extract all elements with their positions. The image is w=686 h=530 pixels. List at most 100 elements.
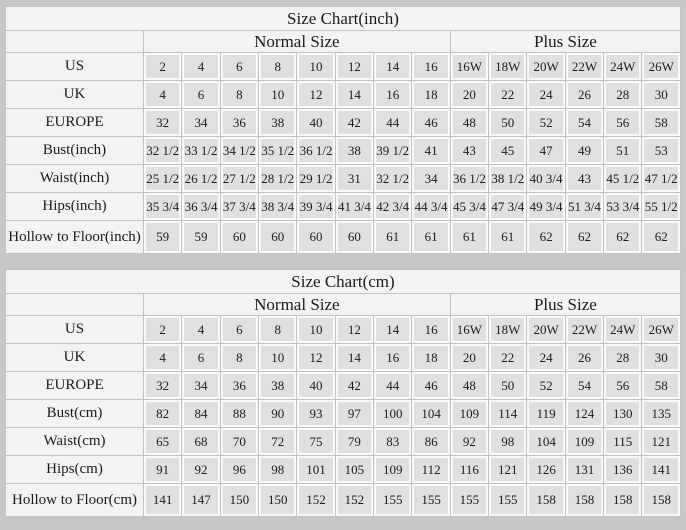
size-cell: 152 [296, 483, 336, 517]
table-row: US 2 4 6 8 10 12 14 16 16W 18W 20W 22W 24W 26W [5, 315, 681, 344]
size-cell: 29 1/2 [296, 164, 336, 193]
size-cell: 26W [641, 52, 681, 81]
size-cell: 91 [142, 455, 183, 484]
size-cell: 28 [603, 343, 643, 372]
size-cell: 8 [219, 343, 260, 372]
table-row: Bust(inch) 32 1/2 33 1/2 34 1/2 35 1/2 36 1/2… [5, 136, 681, 165]
size-cell: 56 [603, 108, 643, 137]
size-cell: 8 [219, 80, 260, 109]
size-cell: 46 [411, 108, 451, 137]
size-cell: 48 [449, 371, 490, 400]
group-header-normal-size: Normal Size [143, 293, 451, 316]
size-cell: 92 [181, 455, 221, 484]
size-cell: 53 3/4 [603, 192, 643, 221]
size-cell: 8 [258, 315, 298, 344]
size-cell: 24 [526, 343, 566, 372]
size-cell: 58 [641, 371, 681, 400]
size-cell: 60 [296, 220, 336, 254]
size-cell: 109 [449, 399, 490, 428]
row-label: EUROPE [5, 108, 144, 137]
size-cell: 31 [334, 164, 375, 193]
size-cell: 62 [641, 220, 681, 254]
size-cell: 131 [564, 455, 605, 484]
table-row: Bust(cm) 82 84 88 90 93 97 100 104 109 114 119 124 13… [5, 399, 681, 428]
size-cell: 59 [142, 220, 183, 254]
size-cell: 10 [296, 52, 336, 81]
size-cell: 83 [373, 427, 413, 456]
size-cell: 6 [219, 315, 260, 344]
size-cell: 36 3/4 [181, 192, 221, 221]
row-label: UK [5, 80, 144, 109]
table-row: UK 4 6 8 10 12 14 16 18 20 22 24 26 28 30 [5, 343, 681, 372]
size-chart-inch-section: Size Chart(inch) Normal Size Plus Size US 2 4… [5, 6, 682, 254]
size-cell: 33 1/2 [181, 136, 221, 165]
size-cell: 12 [296, 80, 336, 109]
table-row: EUROPE 32 34 36 38 40 42 44 46 48 50 52 54 56 58 [5, 371, 681, 400]
size-cell: 115 [603, 427, 643, 456]
size-cell: 93 [296, 399, 336, 428]
size-cell: 40 3/4 [526, 164, 566, 193]
size-cell: 6 [181, 343, 221, 372]
size-cell: 59 [181, 220, 221, 254]
size-cell: 45 1/2 [603, 164, 643, 193]
row-label: Hips(cm) [5, 455, 144, 484]
size-cell: 61 [488, 220, 528, 254]
size-cell: 50 [488, 371, 528, 400]
size-cell: 97 [334, 399, 375, 428]
group-header-plus-size: Plus Size [449, 30, 682, 53]
size-cell: 79 [334, 427, 375, 456]
size-cell: 105 [334, 455, 375, 484]
size-cell: 42 3/4 [373, 192, 413, 221]
table-row: Waist(inch) 25 1/2 26 1/2 27 1/2 28 1/2 29 1/… [5, 164, 681, 193]
size-cell: 158 [641, 483, 681, 517]
size-cell: 16 [411, 315, 451, 344]
size-cell: 16W [449, 315, 490, 344]
size-cell: 135 [641, 399, 681, 428]
size-cell: 12 [334, 52, 375, 81]
size-cell: 18W [488, 52, 528, 81]
size-cell: 20W [526, 52, 566, 81]
size-cell: 44 3/4 [411, 192, 451, 221]
size-cell: 114 [488, 399, 528, 428]
row-label: Bust(cm) [5, 399, 144, 428]
size-cell: 60 [258, 220, 298, 254]
size-cell: 136 [603, 455, 643, 484]
size-cell: 52 [526, 371, 566, 400]
row-label: US [5, 52, 144, 81]
size-cell: 44 [373, 108, 413, 137]
size-cell: 60 [219, 220, 260, 254]
size-cell: 43 [564, 164, 605, 193]
size-cell: 22 [488, 80, 528, 109]
size-cell: 38 3/4 [258, 192, 298, 221]
size-cell: 46 [411, 371, 451, 400]
size-chart-table: Size Chart(cm) Normal Size Plus Size US 2 4 6 8… [5, 269, 682, 517]
size-cell: 20 [449, 80, 490, 109]
size-cell: 100 [373, 399, 413, 428]
corner-cell [5, 30, 144, 53]
table-row: Hips(inch) 35 3/4 36 3/4 37 3/4 38 3/4 39 3/4… [5, 192, 681, 221]
size-cell: 24W [603, 315, 643, 344]
table-row: EUROPE 32 34 36 38 40 42 44 46 48 50 52 54 56 58 [5, 108, 681, 137]
size-cell: 26 [564, 80, 605, 109]
size-cell: 36 1/2 [296, 136, 336, 165]
size-cell: 44 [373, 371, 413, 400]
size-cell: 124 [564, 399, 605, 428]
size-cell: 34 [411, 164, 451, 193]
size-cell: 150 [219, 483, 260, 517]
size-cell: 28 1/2 [258, 164, 298, 193]
size-cell: 104 [526, 427, 566, 456]
size-cell: 61 [373, 220, 413, 254]
size-cell: 32 1/2 [373, 164, 413, 193]
row-label: Waist(inch) [5, 164, 144, 193]
size-cell: 40 [296, 108, 336, 137]
row-label: Waist(cm) [5, 427, 144, 456]
size-cell: 116 [449, 455, 490, 484]
size-cell: 16 [411, 52, 451, 81]
size-cell: 34 [181, 108, 221, 137]
row-label: US [5, 315, 144, 344]
size-cell: 60 [334, 220, 375, 254]
size-cell: 34 1/2 [219, 136, 260, 165]
size-cell: 155 [488, 483, 528, 517]
size-cell: 155 [449, 483, 490, 517]
size-cell: 101 [296, 455, 336, 484]
